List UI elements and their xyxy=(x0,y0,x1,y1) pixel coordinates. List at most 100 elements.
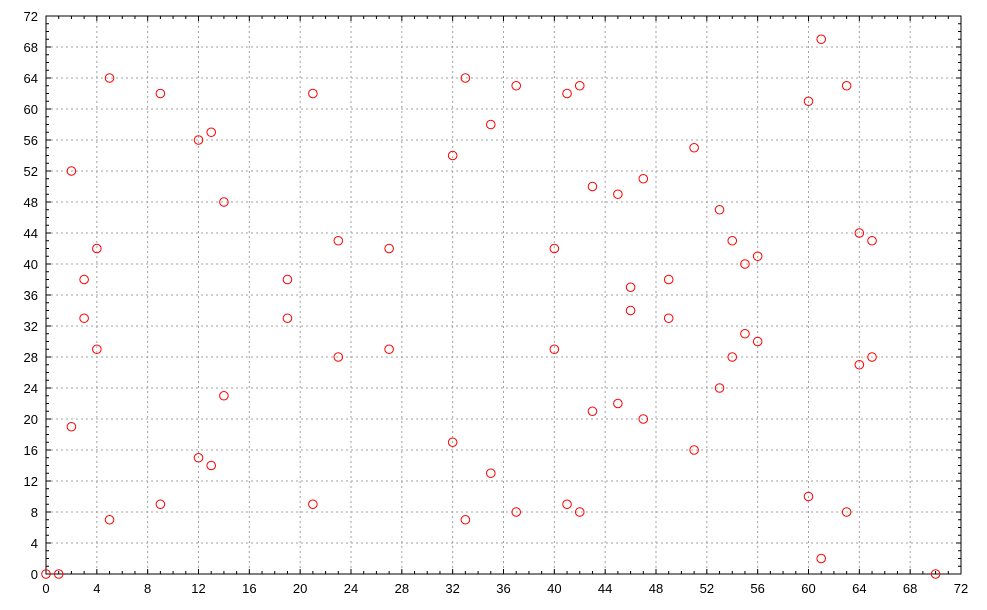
data-point xyxy=(155,88,166,99)
data-point xyxy=(219,390,229,401)
data-point xyxy=(66,421,77,432)
y-tick-label: 36 xyxy=(24,288,38,303)
data-point xyxy=(79,274,89,285)
data-point xyxy=(638,173,649,184)
data-point xyxy=(816,34,827,45)
data-point xyxy=(574,507,585,517)
x-tick-label: 24 xyxy=(344,581,358,596)
data-point xyxy=(727,235,738,246)
data-point xyxy=(193,135,204,145)
x-tick-label: 0 xyxy=(42,581,49,596)
y-tick-label: 24 xyxy=(24,381,38,396)
y-tick-label: 16 xyxy=(24,443,38,458)
y-tick-label: 44 xyxy=(24,226,38,241)
y-tick-label: 0 xyxy=(31,567,38,582)
x-tick-label: 44 xyxy=(598,581,612,596)
grid-lines xyxy=(46,16,961,574)
data-point xyxy=(574,80,585,91)
data-point xyxy=(282,313,293,324)
data-point xyxy=(663,274,674,285)
data-point xyxy=(854,228,865,238)
x-tick-label: 16 xyxy=(242,581,256,596)
data-point xyxy=(613,189,623,200)
data-point xyxy=(53,569,64,579)
data-point xyxy=(549,344,560,355)
x-tick-label: 8 xyxy=(144,581,151,596)
data-point xyxy=(511,507,522,517)
x-tick-label: 20 xyxy=(293,581,307,596)
data-point xyxy=(79,313,89,324)
data-point xyxy=(867,235,877,246)
data-point xyxy=(282,274,293,285)
data-point xyxy=(485,119,496,130)
data-point xyxy=(41,569,51,579)
data-point xyxy=(447,150,458,161)
data-point xyxy=(447,437,458,448)
data-point xyxy=(308,88,318,99)
data-point xyxy=(549,243,560,254)
x-tick-label: 36 xyxy=(496,581,510,596)
data-point xyxy=(714,383,725,393)
y-tick-label: 40 xyxy=(24,257,38,272)
x-tick-label: 4 xyxy=(93,581,100,596)
data-point xyxy=(587,406,598,417)
y-tick-label: 56 xyxy=(24,133,38,148)
data-points xyxy=(41,34,941,579)
data-point xyxy=(638,414,649,424)
data-point xyxy=(841,507,852,517)
data-point xyxy=(714,204,725,215)
data-point xyxy=(752,336,763,347)
data-point xyxy=(485,468,496,479)
data-point xyxy=(930,569,941,579)
data-point xyxy=(663,313,674,324)
x-tick-label: 72 xyxy=(954,581,968,596)
data-point xyxy=(867,352,877,362)
x-tick-label: 48 xyxy=(649,581,663,596)
data-point xyxy=(625,282,636,293)
y-tick-label: 60 xyxy=(24,102,38,117)
x-tick-label: 28 xyxy=(395,581,409,596)
x-tick-label: 52 xyxy=(700,581,714,596)
data-point xyxy=(104,73,115,83)
y-tick-label: 48 xyxy=(24,195,38,210)
y-tick-label: 20 xyxy=(24,412,38,427)
data-point xyxy=(562,499,572,510)
data-point xyxy=(155,499,166,510)
axis-ticks xyxy=(45,15,962,575)
y-tick-label: 64 xyxy=(24,71,38,86)
data-point xyxy=(587,181,598,192)
data-point xyxy=(625,305,636,316)
y-tick-label: 32 xyxy=(24,319,38,334)
x-tick-label: 56 xyxy=(750,581,764,596)
data-point xyxy=(727,352,738,362)
x-tick-label: 12 xyxy=(191,581,205,596)
x-tick-label: 68 xyxy=(903,581,917,596)
data-point xyxy=(752,251,763,262)
data-point xyxy=(308,499,318,510)
data-point xyxy=(740,259,750,269)
x-tick-label: 60 xyxy=(801,581,815,596)
data-point xyxy=(460,514,471,525)
data-point xyxy=(333,352,344,362)
data-point xyxy=(816,553,827,564)
y-tick-label: 68 xyxy=(24,40,38,55)
data-point xyxy=(803,491,814,502)
y-tick-label: 4 xyxy=(31,536,38,551)
data-point xyxy=(562,88,572,99)
data-point xyxy=(104,514,115,525)
data-point xyxy=(803,96,814,107)
data-point xyxy=(193,452,204,463)
data-point xyxy=(511,80,522,91)
data-point xyxy=(333,235,344,246)
x-tick-label: 32 xyxy=(445,581,459,596)
y-tick-label: 28 xyxy=(24,350,38,365)
data-point xyxy=(460,73,471,83)
data-point xyxy=(92,243,102,254)
x-tick-label: 40 xyxy=(547,581,561,596)
y-tick-label: 12 xyxy=(24,474,38,489)
x-tick-label: 64 xyxy=(852,581,866,596)
y-tick-label: 52 xyxy=(24,164,38,179)
